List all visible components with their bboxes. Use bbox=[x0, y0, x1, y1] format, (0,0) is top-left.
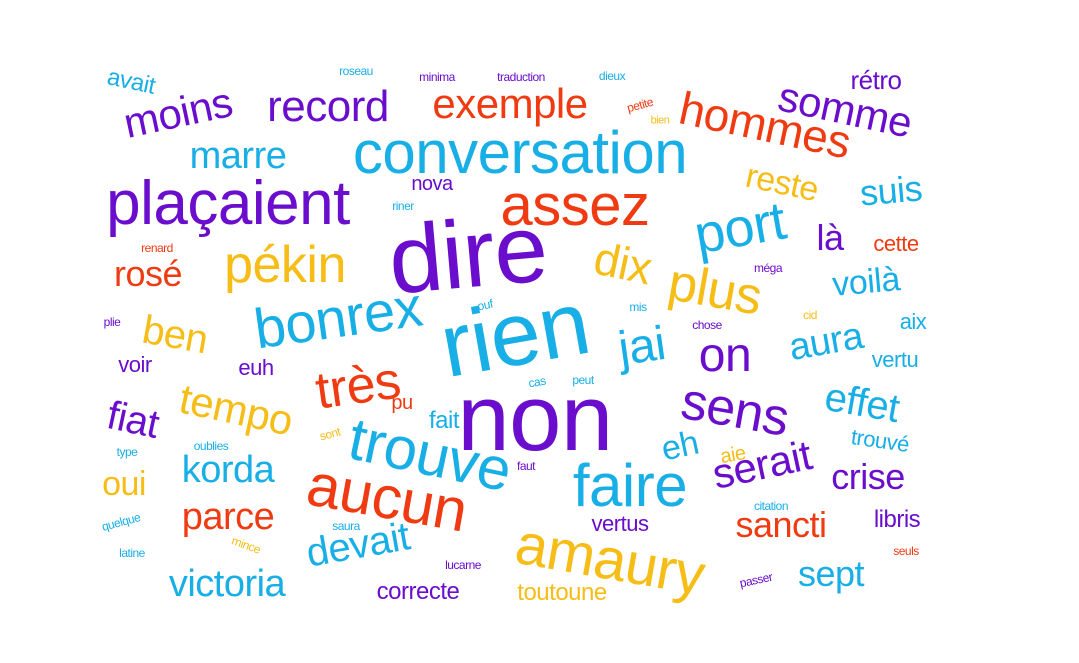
cloud-word: faire bbox=[572, 452, 688, 519]
cloud-word: on bbox=[698, 329, 752, 382]
cloud-word: oui bbox=[102, 465, 146, 503]
cloud-word: renard bbox=[141, 241, 173, 255]
cloud-word: port bbox=[689, 190, 791, 266]
cloud-word: saura bbox=[332, 519, 360, 533]
cloud-word: non bbox=[457, 365, 613, 470]
cloud-word: dieux bbox=[598, 69, 626, 83]
cloud-word: toutoune bbox=[517, 579, 607, 606]
cloud-word: plie bbox=[103, 315, 121, 329]
cloud-word: fait bbox=[428, 407, 460, 434]
cloud-word: libris bbox=[873, 506, 921, 533]
cloud-word: avait bbox=[104, 63, 158, 100]
cloud-word: cette bbox=[873, 231, 919, 256]
cloud-word: tempo bbox=[175, 374, 297, 445]
cloud-word: ouf bbox=[476, 296, 494, 314]
cloud-word: korda bbox=[181, 449, 275, 491]
cloud-word: seuls bbox=[893, 544, 919, 558]
cloud-word: victoria bbox=[168, 563, 286, 605]
cloud-word: rétro bbox=[850, 65, 902, 95]
cloud-word: roseau bbox=[339, 64, 373, 78]
cloud-word: aura bbox=[785, 314, 867, 370]
cloud-word: oublies bbox=[193, 439, 229, 453]
cloud-word: très bbox=[312, 351, 404, 421]
cloud-word: latine bbox=[119, 546, 145, 560]
cloud-word: record bbox=[267, 82, 389, 131]
cloud-word: parce bbox=[181, 496, 275, 538]
cloud-word: riner bbox=[392, 199, 414, 213]
cloud-word: sept bbox=[797, 553, 865, 594]
cloud-word: plaçaient bbox=[106, 169, 350, 238]
cloud-word: voilà bbox=[830, 260, 902, 304]
cloud-word: jai bbox=[615, 317, 669, 376]
cloud-word: aie bbox=[718, 441, 748, 469]
cloud-word: cid bbox=[803, 308, 817, 322]
cloud-word: faut bbox=[516, 459, 536, 473]
cloud-word: nova bbox=[411, 173, 453, 195]
cloud-word: passer bbox=[738, 569, 774, 591]
cloud-word: petite bbox=[625, 94, 655, 116]
cloud-word: trouvé bbox=[849, 424, 911, 457]
cloud-word: voir bbox=[118, 352, 152, 377]
cloud-word: crise bbox=[831, 456, 905, 497]
cloud-word: minima bbox=[419, 70, 455, 84]
cloud-word: vertus bbox=[591, 511, 649, 536]
cloud-word: fiat bbox=[103, 393, 163, 447]
cloud-word: sont bbox=[318, 424, 342, 444]
cloud-word: aix bbox=[899, 309, 927, 334]
cloud-word: là bbox=[816, 217, 844, 258]
cloud-word: euh bbox=[238, 355, 274, 380]
cloud-word: pu bbox=[391, 392, 413, 414]
cloud-word: cas bbox=[527, 373, 547, 391]
cloud-word: sancti bbox=[735, 504, 827, 545]
cloud-word: citation bbox=[753, 499, 789, 513]
cloud-word: suis bbox=[858, 167, 924, 214]
cloud-word: lucarne bbox=[445, 558, 481, 572]
cloud-word: correcte bbox=[376, 578, 460, 605]
cloud-word: peut bbox=[572, 373, 594, 387]
cloud-word: rosé bbox=[113, 253, 183, 294]
cloud-word: assez bbox=[500, 173, 650, 238]
cloud-word: vertu bbox=[871, 347, 919, 372]
cloud-word: eh bbox=[658, 423, 702, 469]
cloud-word: dix bbox=[589, 231, 657, 295]
cloud-word: quelque bbox=[100, 510, 142, 534]
cloud-word: mis bbox=[629, 300, 647, 314]
cloud-word: bien bbox=[650, 114, 670, 127]
cloud-word: chose bbox=[692, 318, 722, 332]
cloud-word: méga bbox=[753, 261, 783, 275]
cloud-word: conversation bbox=[352, 119, 688, 186]
cloud-word: plus bbox=[663, 253, 767, 327]
cloud-word: type bbox=[116, 445, 138, 459]
cloud-word: effet bbox=[821, 374, 903, 432]
cloud-word: exemple bbox=[432, 80, 588, 127]
cloud-word: pékin bbox=[224, 236, 346, 294]
cloud-word: traduction bbox=[497, 70, 545, 84]
cloud-word: marre bbox=[189, 135, 287, 177]
